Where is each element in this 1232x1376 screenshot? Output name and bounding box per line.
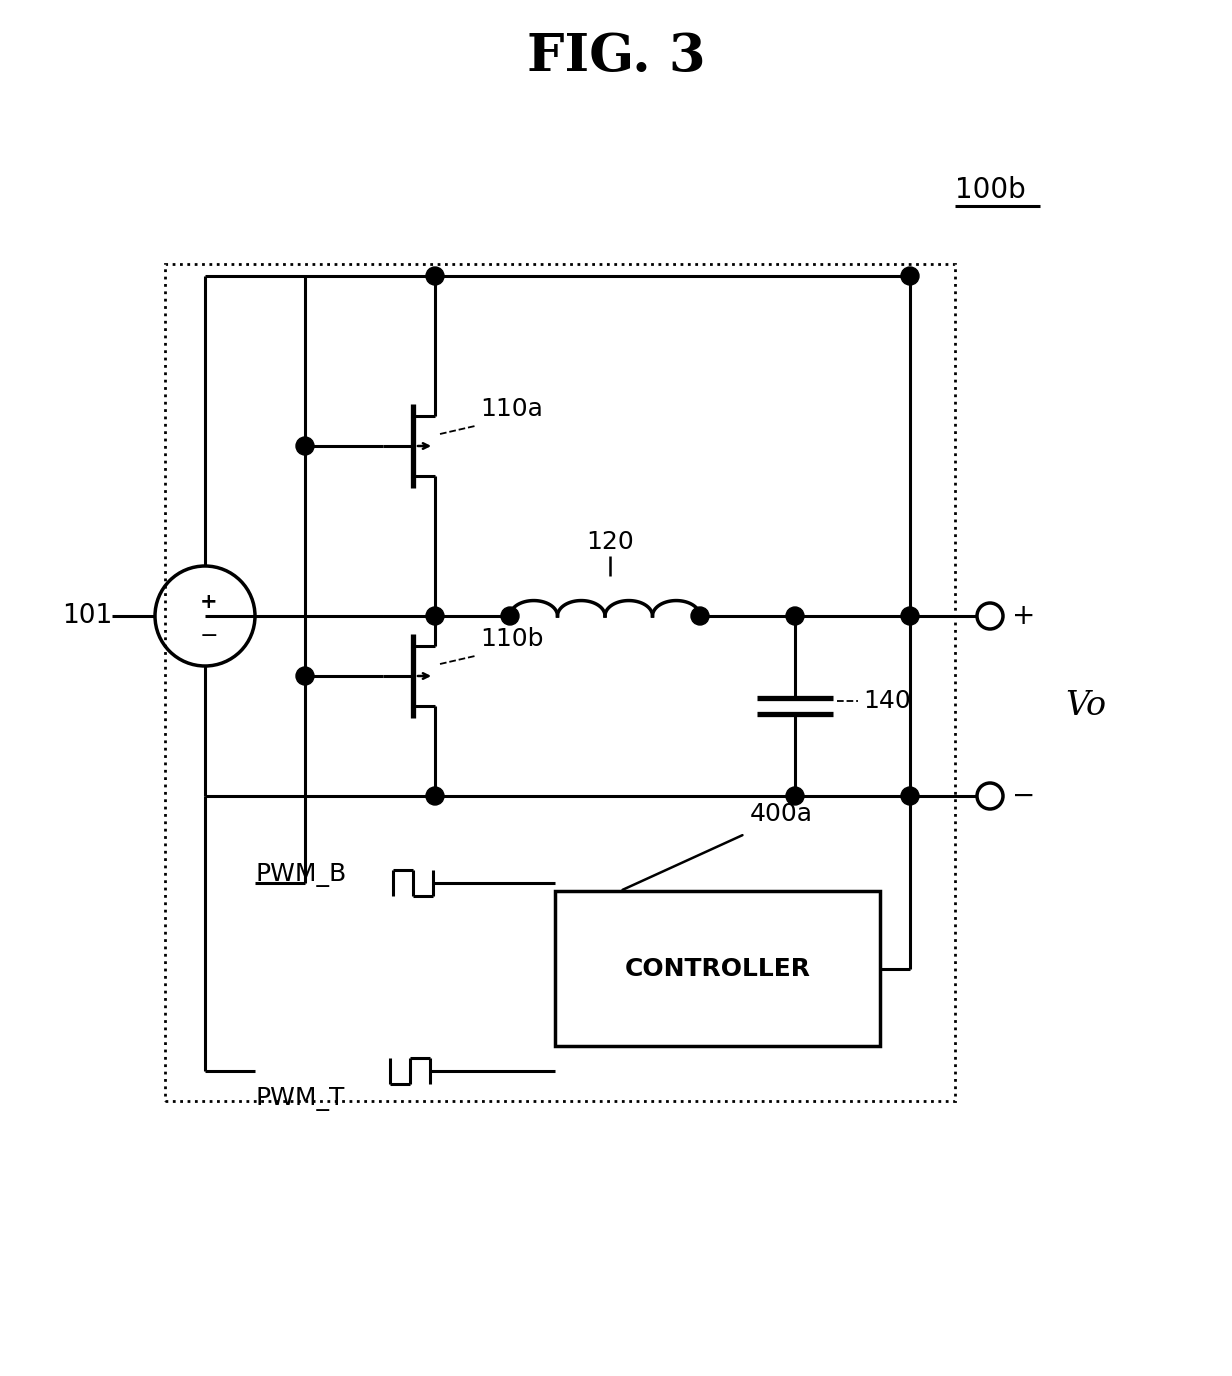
Text: +: + bbox=[1011, 603, 1035, 630]
Text: −: − bbox=[1011, 782, 1035, 810]
Text: FIG. 3: FIG. 3 bbox=[527, 32, 705, 83]
Text: 110b: 110b bbox=[480, 627, 543, 651]
Text: Vo: Vo bbox=[1064, 689, 1106, 722]
Text: PWM_T: PWM_T bbox=[255, 1087, 345, 1110]
Circle shape bbox=[901, 267, 919, 285]
FancyBboxPatch shape bbox=[554, 892, 880, 1046]
Circle shape bbox=[691, 607, 708, 625]
Circle shape bbox=[501, 607, 519, 625]
Circle shape bbox=[901, 607, 919, 625]
Circle shape bbox=[786, 607, 804, 625]
Circle shape bbox=[426, 607, 444, 625]
Circle shape bbox=[426, 267, 444, 285]
Text: 400a: 400a bbox=[750, 802, 813, 826]
Text: −: − bbox=[200, 626, 218, 645]
Circle shape bbox=[901, 787, 919, 805]
Circle shape bbox=[426, 787, 444, 805]
Text: CONTROLLER: CONTROLLER bbox=[625, 956, 811, 981]
Circle shape bbox=[296, 667, 314, 685]
Text: PWM_B: PWM_B bbox=[255, 863, 346, 888]
Text: 110a: 110a bbox=[480, 398, 543, 421]
Text: 120: 120 bbox=[586, 530, 634, 555]
Text: 140: 140 bbox=[862, 689, 910, 713]
Text: 101: 101 bbox=[62, 603, 112, 629]
Text: 100b: 100b bbox=[955, 176, 1026, 204]
Circle shape bbox=[786, 787, 804, 805]
Text: +: + bbox=[200, 592, 218, 612]
Circle shape bbox=[296, 438, 314, 455]
